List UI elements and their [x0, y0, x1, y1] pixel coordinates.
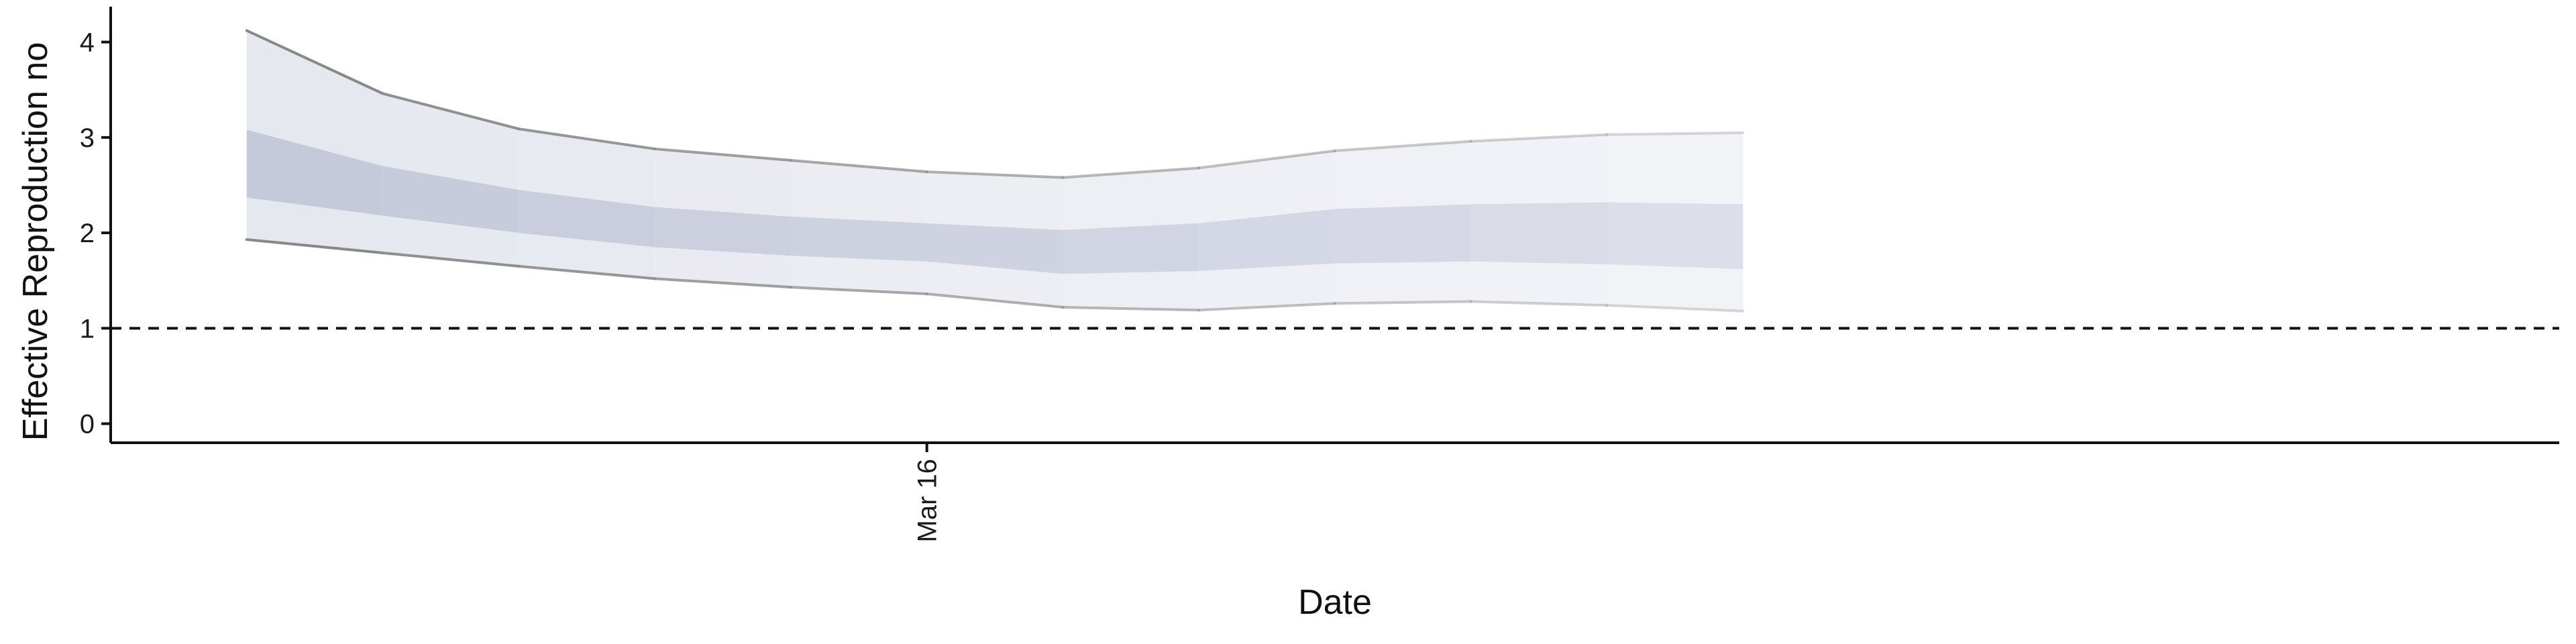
inner-band-segment [926, 223, 1063, 274]
upper-bound-line-segment [925, 170, 1065, 179]
inner-band-segment [655, 207, 791, 256]
y-tick-label: 3 [80, 123, 95, 153]
x-tick-label: Mar 16 [913, 459, 943, 543]
y-tick-marks [101, 40, 111, 425]
y-tick-label: 1 [80, 314, 95, 343]
lower-bound-line-segment [1061, 306, 1201, 312]
inner-band-segment [382, 166, 519, 233]
upper-bound-line-segment [789, 159, 928, 174]
uncertainty-bands [246, 30, 1743, 311]
y-tick-label: 4 [80, 28, 95, 58]
x-tick-labels: Mar 16 [913, 459, 943, 543]
upper-bound-line-segment [653, 147, 792, 162]
lower-bound-line-segment [1197, 302, 1336, 312]
lower-bound-line-segment [1605, 304, 1745, 313]
upper-bound-line-segment [1605, 131, 1745, 136]
lower-bound-line-segment [1334, 300, 1472, 305]
upper-bound-line-segment [1061, 166, 1201, 179]
inner-band-segment [1199, 209, 1335, 271]
upper-bound-line-segment [1197, 149, 1336, 170]
x-axis-title: Date [1298, 583, 1372, 622]
inner-band-segment [1470, 202, 1607, 265]
inner-band-segment [1335, 204, 1471, 264]
inner-band-segment [246, 129, 383, 216]
y-tick-label: 0 [80, 410, 95, 439]
y-tick-label: 2 [80, 219, 95, 248]
upper-bound-line-segment [245, 29, 384, 95]
upper-bound-line-segment [381, 92, 521, 131]
upper-bound-line-segment [517, 127, 657, 150]
bound-lines [245, 29, 1745, 313]
upper-bound-line-segment [1334, 140, 1472, 152]
lower-bound-line-segment [1469, 300, 1609, 307]
lower-bound-line-segment [925, 292, 1065, 309]
inner-band-segment [519, 190, 655, 248]
y-axis-title: Effective Reproduction no [16, 42, 55, 441]
lower-bound-line-segment [381, 251, 521, 268]
upper-bound-line-segment [1469, 133, 1609, 143]
lower-bound-line-segment [245, 238, 384, 254]
lower-bound-line-segment [789, 286, 928, 296]
inner-band-segment [1607, 202, 1743, 270]
lower-bound-line-segment [653, 277, 792, 289]
inner-band-segment [790, 216, 927, 262]
y-tick-labels: 0 1 2 3 4 [80, 28, 95, 439]
inner-band-segment [1063, 223, 1199, 274]
lower-bound-line-segment [517, 264, 657, 280]
